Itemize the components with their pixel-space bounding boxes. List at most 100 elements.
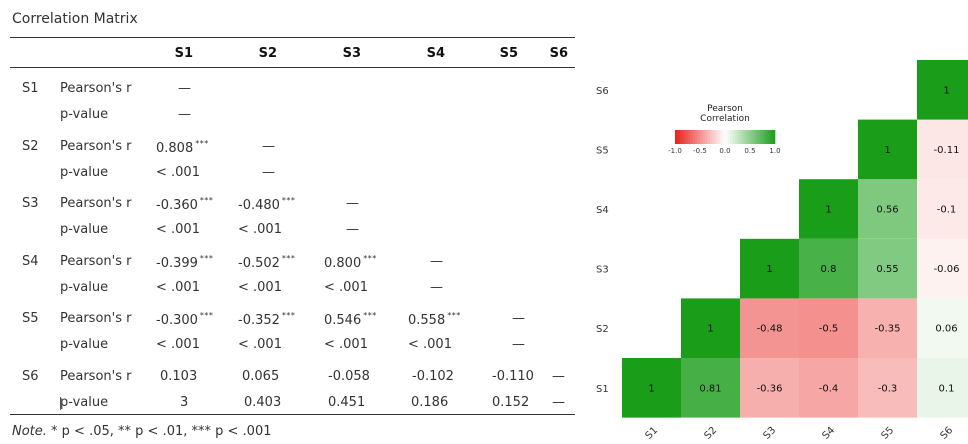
- r-number: -0.110: [492, 368, 534, 384]
- top-rule: [10, 37, 575, 38]
- p-value: < .001: [156, 222, 200, 237]
- row-label-s2: S2: [22, 138, 39, 154]
- legend-gradient-step: [717, 130, 721, 144]
- legend-gradient-step: [770, 130, 773, 144]
- significance-stars: ***: [281, 311, 296, 320]
- r-value: 0.546 ***: [324, 311, 377, 328]
- heatmap-cell-label: -0.3: [878, 383, 898, 394]
- legend-gradient-step: [767, 130, 771, 144]
- legend-gradient-step: [677, 130, 681, 144]
- r-value: 0.103: [160, 369, 197, 384]
- table-title: Correlation Matrix: [12, 11, 138, 27]
- heatmap-cell: [858, 238, 917, 299]
- dash-cell: —: [430, 279, 443, 295]
- heatmap-cell-label: -0.35: [875, 324, 901, 335]
- p-value: 0.186: [411, 394, 449, 410]
- significance-stars: ***: [281, 253, 296, 263]
- y-tick-label: S4: [596, 205, 609, 216]
- legend-gradient-step: [697, 130, 701, 144]
- significance-stars: ***: [363, 253, 377, 263]
- heatmap-cell: [799, 358, 858, 418]
- dash-cell: —: [262, 138, 275, 154]
- legend-gradient-step: [727, 130, 731, 144]
- heatmap-cell-label: -0.11: [934, 145, 960, 156]
- legend-gradient-step: [720, 130, 723, 144]
- r-number: -0.399: [156, 255, 198, 271]
- dash-cell: —: [552, 394, 565, 410]
- legend-tick-label: 0.0: [719, 147, 730, 155]
- dash-cell: —: [178, 81, 191, 96]
- r-value: 0.558 ***: [408, 311, 461, 328]
- legend-gradient-step: [680, 130, 683, 144]
- row-label-s5: S5: [22, 311, 39, 326]
- heatmap-cell-label: 1: [766, 264, 772, 275]
- r-number: 0.103: [160, 368, 198, 384]
- y-tick-label: S5: [596, 145, 609, 156]
- column-header-s5: S5: [499, 46, 518, 61]
- r-value: 0.065: [242, 369, 279, 384]
- significance-stars: ***: [199, 196, 214, 205]
- p-value: 0.152: [492, 394, 530, 410]
- occluded-label-fragment: [60, 396, 61, 410]
- heatmap-cell: [740, 298, 799, 358]
- y-tick-label: S3: [596, 265, 609, 276]
- dash-cell: —: [346, 222, 359, 237]
- r-number: 0.546: [324, 313, 362, 328]
- legend-gradient-step: [707, 130, 711, 144]
- heatmap-cell-label: -0.48: [757, 324, 783, 335]
- heatmap-cell: [858, 119, 917, 180]
- significance-stars: ***: [447, 311, 461, 320]
- legend-gradient-step: [732, 130, 736, 144]
- column-header-s6: S6: [549, 46, 568, 61]
- p-value: 3: [180, 394, 189, 410]
- y-tick-label: S1: [596, 384, 609, 395]
- r-number: 0.808: [156, 140, 194, 156]
- r-value: -0.399 ***: [156, 254, 213, 271]
- legend-gradient-step: [705, 130, 708, 144]
- note-text: * p < .05, ** p < .01, *** p < .001: [46, 424, 272, 439]
- heatmap-cell: [740, 238, 799, 299]
- heatmap-cell: [799, 298, 858, 358]
- legend-gradient-step: [755, 130, 758, 144]
- legend-gradient-step: [752, 130, 756, 144]
- legend-gradient-step: [695, 130, 698, 144]
- stat-label-p: p-value: [60, 337, 109, 352]
- r-number: -0.352: [238, 313, 280, 328]
- legend-tick-label: 1.0: [769, 147, 780, 155]
- legend-gradient-step: [772, 130, 776, 144]
- legend-title: Correlation: [700, 114, 750, 124]
- r-number: 0.065: [242, 368, 280, 384]
- r-value: -0.110: [492, 369, 534, 384]
- r-number: -0.360: [156, 198, 198, 213]
- y-tick-label: S2: [596, 324, 609, 335]
- legend-gradient-step: [740, 130, 743, 144]
- stat-label-p: p-value: [60, 279, 109, 295]
- stat-label-r: Pearson's r: [60, 368, 132, 384]
- legend-title: Pearson: [707, 104, 743, 114]
- stat-label-p: p-value: [60, 394, 109, 410]
- legend-gradient-step: [682, 130, 686, 144]
- heatmap-cell: [917, 298, 968, 358]
- bottom-rule: [10, 414, 575, 415]
- heatmap-cell-label: -0.36: [757, 383, 783, 394]
- r-value: 0.800 ***: [324, 254, 377, 271]
- legend-gradient-step: [745, 130, 748, 144]
- row-label-s1: S1: [22, 81, 39, 96]
- heatmap-cell: [917, 60, 968, 120]
- r-number: 0.558: [408, 313, 446, 328]
- x-tick-label: S2: [702, 425, 719, 442]
- heatmap-cell-label: 0.81: [699, 383, 721, 394]
- dash-cell: —: [512, 311, 525, 326]
- p-value: < .001: [238, 222, 282, 237]
- dash-cell: —: [512, 337, 525, 352]
- row-label-s6: S6: [22, 368, 39, 384]
- legend-gradient-step: [710, 130, 713, 144]
- heatmap-svg: 1 0.81 -0.36 -0.4 -0.3 0.11 -0.48 -0.5 -0.35 0.06…: [596, 60, 968, 442]
- column-header-s4: S4: [426, 46, 445, 61]
- heatmap-cell: [799, 179, 858, 239]
- heatmap-cell-label: -0.5: [819, 324, 839, 335]
- significance-stars: ***: [363, 311, 377, 320]
- heatmap-cell: [917, 119, 968, 180]
- heatmap-cell-label: -0.06: [934, 264, 960, 275]
- x-tick-label: S1: [643, 425, 660, 442]
